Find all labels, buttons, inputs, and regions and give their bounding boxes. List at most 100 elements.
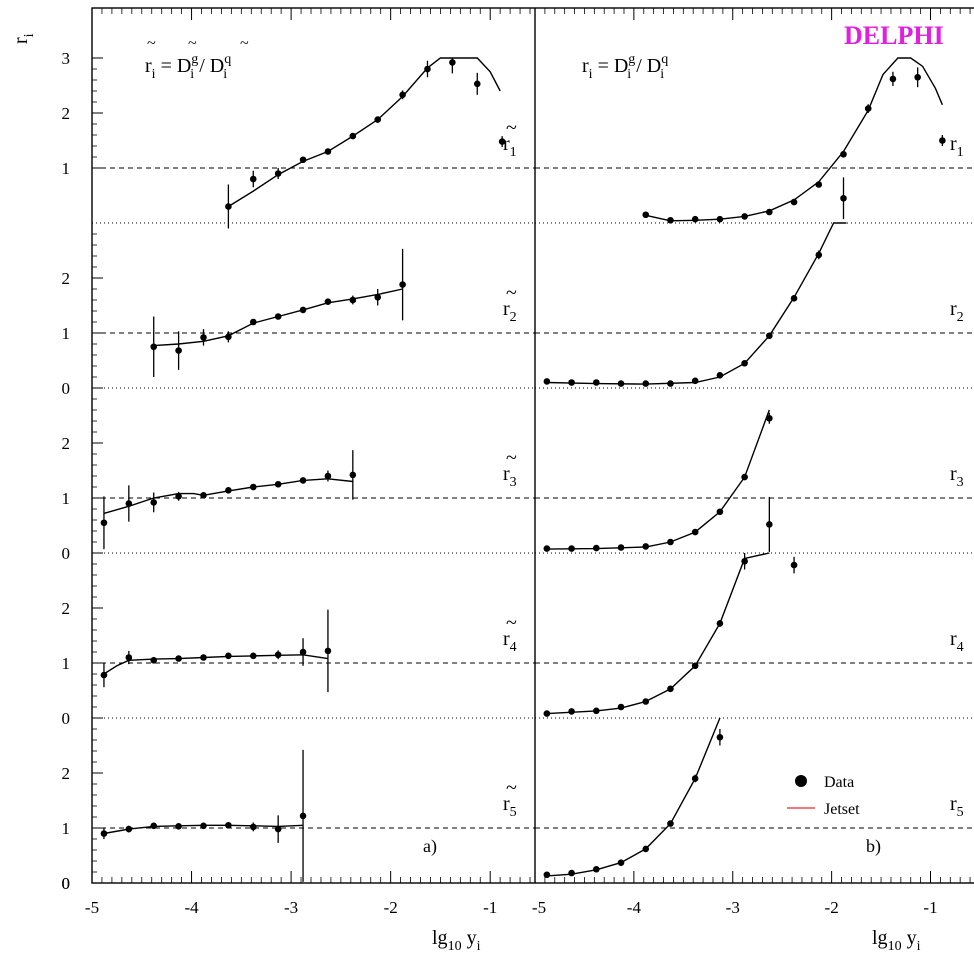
data-point xyxy=(274,825,282,833)
data-point xyxy=(274,651,282,659)
y-tick-label: 0 xyxy=(62,874,71,893)
legend-data-marker xyxy=(795,775,807,787)
data-point xyxy=(543,710,551,717)
delphi-logo: DELPHI xyxy=(844,21,944,50)
formula-tilde: ~ xyxy=(188,35,197,52)
data-point xyxy=(766,208,773,216)
data-point xyxy=(741,473,748,481)
y-tick-label: 2 xyxy=(62,434,71,453)
y-tick-label: 1 xyxy=(62,489,71,508)
x-tick-label: -4 xyxy=(184,898,199,917)
jetset-curve-b-2 xyxy=(546,222,847,385)
data-point xyxy=(200,491,207,499)
x-axis-label-a: lg10 yi xyxy=(432,927,481,954)
data-point xyxy=(691,377,699,385)
formula-tilde: ~ xyxy=(147,35,156,52)
strip-tag-b-3: r3 xyxy=(950,463,964,490)
data-point xyxy=(299,648,307,656)
data-point xyxy=(691,215,699,223)
x-tick-label: -3 xyxy=(284,898,298,917)
data-point xyxy=(766,332,773,340)
data-point xyxy=(150,656,158,664)
data-point xyxy=(691,775,699,782)
data-point xyxy=(642,380,650,387)
data-point xyxy=(175,347,182,354)
data-point xyxy=(593,707,600,715)
y-tick-label: 2 xyxy=(62,764,71,783)
plot-frame xyxy=(91,7,974,884)
y-axis-label: ri xyxy=(10,33,37,44)
data-point xyxy=(374,293,382,301)
data-point xyxy=(274,170,282,177)
data-point xyxy=(864,105,872,112)
y-tick-label: 0 xyxy=(62,874,71,893)
data-point xyxy=(498,138,506,145)
data-point xyxy=(125,500,133,507)
data-point xyxy=(716,372,724,379)
data-point xyxy=(593,544,600,552)
legend-jetset-label: Jetset xyxy=(824,801,860,818)
data-point xyxy=(568,545,575,552)
data-point xyxy=(125,654,133,661)
y-tick-label: 1 xyxy=(62,324,71,343)
data-point xyxy=(840,194,847,202)
data-point xyxy=(741,213,748,220)
data-point xyxy=(299,477,307,484)
data-point xyxy=(150,822,158,830)
data-point xyxy=(716,620,724,627)
y-tick-label: 0 xyxy=(62,709,71,728)
tilde-mark: ~ xyxy=(506,282,517,304)
tilde-mark: ~ xyxy=(506,117,517,139)
jetset-curves xyxy=(103,57,944,877)
outer-frame xyxy=(91,7,974,884)
data-point xyxy=(667,538,674,546)
data-point xyxy=(324,298,332,305)
data-point xyxy=(274,480,282,488)
formula-tilde: ~ xyxy=(240,35,249,52)
data-point xyxy=(667,685,674,693)
y-tick-label: 2 xyxy=(62,269,71,288)
data-point xyxy=(667,216,674,224)
jetset-curve-b-5 xyxy=(546,717,721,877)
y-tick-label: 1 xyxy=(62,654,71,673)
data-point xyxy=(815,251,823,259)
data-point xyxy=(716,733,724,741)
x-tick-label: -3 xyxy=(726,898,740,917)
x-tick-label: -2 xyxy=(825,898,839,917)
data-point xyxy=(815,181,823,188)
data-point xyxy=(249,483,257,491)
y-tick-label: 0 xyxy=(62,379,71,398)
data-point xyxy=(667,820,674,827)
jetset-curve-b-3 xyxy=(546,409,770,550)
tilde-mark: ~ xyxy=(506,612,517,634)
data-point xyxy=(617,859,625,866)
data-point xyxy=(349,132,357,140)
jetset-curve-b-4 xyxy=(546,552,770,715)
data-point xyxy=(225,487,232,494)
x-tick-label: -1 xyxy=(483,898,497,917)
legend-data-label: Data xyxy=(824,774,854,791)
axis-ticks xyxy=(91,8,971,884)
jetset-curve-a-1 xyxy=(228,57,501,208)
y-tick-label: 3 xyxy=(62,49,71,68)
data-point xyxy=(274,313,282,320)
data-point xyxy=(473,80,481,88)
y-tick-label: 2 xyxy=(62,599,71,618)
tilde-mark: ~ xyxy=(506,777,517,799)
strip-tag-a-5: r5 xyxy=(503,793,517,820)
panel-b-curves xyxy=(546,57,944,877)
data-point xyxy=(175,823,182,830)
data-point xyxy=(324,647,332,655)
data-point xyxy=(593,865,600,873)
y-tick-label: 1 xyxy=(62,159,71,178)
data-point xyxy=(568,379,575,386)
data-point xyxy=(150,499,158,506)
data-point xyxy=(716,215,724,223)
data-point xyxy=(125,825,133,833)
tilde-mark: ~ xyxy=(506,447,517,469)
data-point xyxy=(840,150,847,158)
data-point xyxy=(543,378,551,385)
jetset-curve-b-1 xyxy=(645,57,944,222)
data-point xyxy=(593,379,600,386)
